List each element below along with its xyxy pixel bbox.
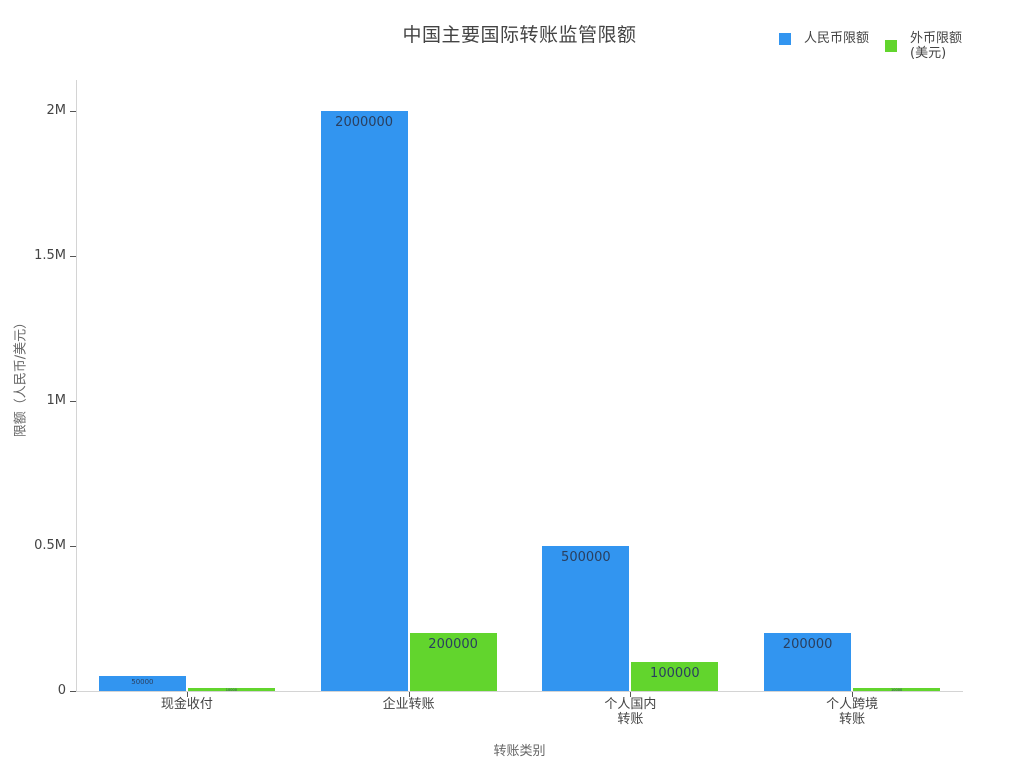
bar-人民币限额-1[interactable] [320,110,408,691]
bar-value-label: 100000 [650,665,700,681]
bar-人民币限额-2[interactable] [542,545,630,691]
bar-value-label: 2000000 [335,114,394,130]
legend-swatch-icon [779,32,791,45]
legend-item-0[interactable]: 人民币限额 [779,31,869,46]
bar-外币限额（美元）-0[interactable] [187,688,275,691]
bar-value-label: 200000 [428,636,478,652]
legend-swatch-icon [885,40,897,52]
x-tick-mark [408,692,410,697]
bar-value-label: 500000 [561,549,611,565]
x-axis-line [76,691,963,692]
y-tick-mark [70,691,76,692]
bar-value-label: 10000 [225,688,237,693]
y-tick-label: 1M [46,392,67,408]
x-category-label-line: 现金收付 [160,697,213,712]
x-category-label-line: 企业转账 [382,697,435,712]
x-category-label-line: 转账 [839,711,866,727]
y-axis-title: 限额（人民币/美元） [13,315,29,438]
x-tick-mark [186,692,188,697]
legend-label-line: 人民币限额 [804,31,870,46]
bar-人民币限额-0[interactable] [98,676,186,691]
x-tick-mark [852,692,854,697]
bar-value-label: 200000 [782,636,833,652]
legend-label: 人民币限额 [804,31,869,46]
x-category-label-line: 转账 [617,711,644,727]
x-tick-mark [630,692,632,697]
x-category-label: 现金收付 [107,697,267,713]
bar-value-label: 50000 [131,678,154,687]
x-category-label-line: 个人国内 [604,697,657,712]
y-tick-label: 0 [57,683,66,698]
x-axis-title: 转账类别 [493,744,546,759]
y-tick-label: 2M [46,102,67,118]
y-tick-mark [70,545,76,547]
y-axis-line [76,80,77,692]
legend-item-1[interactable]: 外币限额 (美元) [885,31,962,61]
y-tick-label: 0.5M [34,537,66,553]
chart-title: 中国主要国际转账监管限额 [402,24,637,46]
y-tick-mark [70,400,76,402]
legend-label: 外币限额 (美元) [910,31,962,61]
x-category-label: 个人国内 转账 [550,697,710,727]
bar-外币限额（美元）-1[interactable] [409,632,497,691]
x-category-label: 个人跨境 转账 [772,697,932,727]
x-category-label: 企业转账 [329,697,489,713]
y-tick-mark [70,110,76,112]
legend-label-line: (美元) [910,46,947,61]
legend-label-line: 外币限额 [910,31,963,46]
bar-value-label: 10000 [891,688,903,693]
bar-外币限额（美元）-2[interactable] [631,661,719,691]
bar-人民币限额-3[interactable] [764,632,852,691]
y-tick-mark [70,255,76,257]
bar-外币限额（美元）-3[interactable] [853,688,941,691]
x-category-label-line: 个人跨境 [826,697,879,712]
y-tick-label: 1.5M [34,247,66,263]
